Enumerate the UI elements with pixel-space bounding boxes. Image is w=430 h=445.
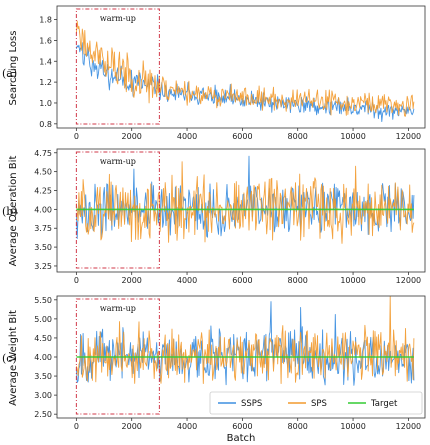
- panel-b-xtick-label: 0: [74, 276, 79, 285]
- panel-c-ylabel: Average Weight Bit: [8, 310, 19, 406]
- legend-label-target: Target: [370, 399, 398, 409]
- panel-c-xtick-label: 10000: [340, 422, 365, 431]
- panel-c-xtick-label: 0: [74, 422, 79, 431]
- x-axis-label: Batch: [227, 433, 256, 444]
- panel-c-xtick-label: 4000: [177, 422, 197, 431]
- panel-b-plot-area: warm-up 0 2000 4000 6000 8000 10000 12000 3.25 3.…: [34, 148, 426, 285]
- panel-a-series-sps: [75, 20, 415, 117]
- panel-b-xtick-label: 8000: [288, 276, 308, 285]
- panel-a-ytick-label: 1.0: [39, 99, 52, 108]
- panel-b-xtick-label: 4000: [177, 276, 197, 285]
- panel-b-ytick-label: 4.50: [34, 168, 52, 177]
- panel-a-plot-area: warm-up 0 2000 4000 6000 8000 10000 12000 0.8 1.0…: [39, 5, 426, 141]
- panel-b-xtick-label: 10000: [340, 276, 365, 285]
- panel-b-series-ssps: [75, 155, 415, 239]
- panel-c-ytick-label: 3.50: [34, 372, 52, 381]
- panel-c-ytick-label: 2.50: [34, 410, 52, 419]
- panel-c-xtick-label: 12000: [396, 422, 421, 431]
- panel-b-warmup-label: warm-up: [100, 157, 136, 166]
- panel-b-xtick-label: 2000: [122, 276, 142, 285]
- panel-a-xtick-label: 6000: [232, 132, 252, 141]
- panel-b-warmup-box: [75, 151, 160, 269]
- panel-a-ytick-label: 1.6: [39, 36, 52, 45]
- panel-a-xtick-label: 2000: [122, 132, 142, 141]
- panel-b-ytick-label: 4.75: [34, 149, 52, 158]
- panel-b-ytick-label: 3.75: [34, 224, 52, 233]
- panel-b-ytick-label: 3.25: [34, 262, 52, 271]
- panel-a-ytick-label: 0.8: [39, 120, 52, 129]
- panel-a-xtick-label: 12000: [396, 132, 421, 141]
- panel-c-ytick-label: 4.50: [34, 334, 52, 343]
- panel-c-ytick-label: 3.00: [34, 391, 52, 400]
- panel-b-xtick-label: 12000: [396, 276, 421, 285]
- panel-b-ytick-label: 4.25: [34, 187, 52, 196]
- panel-b: (b) Average Operation Bit warm-up 0 2000 40…: [2, 148, 426, 285]
- panel-a-ytick-label: 1.2: [39, 78, 52, 87]
- panel-a-xtick-label: 0: [74, 132, 79, 141]
- legend-label-ssps: SSPS: [241, 399, 262, 409]
- panel-c-xtick-label: 2000: [122, 422, 142, 431]
- panel-c-series-ssps: [75, 301, 415, 386]
- panel-b-series-sps: [75, 161, 415, 244]
- panel-a-warmup-box: [75, 8, 160, 125]
- panel-c-xtick-label: 6000: [232, 422, 252, 431]
- panel-b-ylabel: Average Operation Bit: [8, 156, 19, 267]
- legend: SSPS SPS Target: [209, 391, 423, 415]
- panel-a-ytick-label: 1.8: [39, 16, 52, 25]
- panel-a-tag: (a): [2, 67, 17, 80]
- panel-c-warmup-label: warm-up: [100, 304, 136, 313]
- panel-a-ytick-label: 1.4: [39, 57, 52, 66]
- panel-b-ytick-label: 4.00: [34, 205, 52, 214]
- panel-a-axes-frame: [56, 5, 426, 129]
- panel-b-axes-frame: [56, 148, 426, 273]
- legend-label-sps: SPS: [311, 399, 327, 409]
- panel-b-tag: (b): [2, 205, 18, 218]
- panel-a-ylabel: Searching Loss: [8, 31, 19, 106]
- panel-a: (a) Searching Loss warm-up 0 2000 4000 6000 8…: [2, 5, 426, 141]
- panel-c-ytick-label: 5.00: [34, 315, 52, 324]
- panel-c-ytick-label: 4.00: [34, 353, 52, 362]
- panel-b-xtick-label: 6000: [232, 276, 252, 285]
- panel-a-xtick-label: 10000: [340, 132, 365, 141]
- panel-c-ytick-label: 5.50: [34, 296, 52, 305]
- panel-c-xtick-label: 8000: [288, 422, 308, 431]
- panel-b-ytick-label: 3.50: [34, 243, 52, 252]
- panel-a-xtick-label: 4000: [177, 132, 197, 141]
- panel-a-xtick-label: 8000: [288, 132, 308, 141]
- panel-a-warmup-label: warm-up: [100, 14, 136, 23]
- panel-c-tag: (c): [2, 352, 17, 365]
- panel-c-plot-area: warm-up 0 2000 4000 6000 8000 10000 12000 2.50 3.…: [34, 295, 426, 431]
- panel-c: (c) Average Weight Bit warm-up 0 2000 4000 6…: [2, 295, 426, 431]
- legend-box: [209, 391, 423, 415]
